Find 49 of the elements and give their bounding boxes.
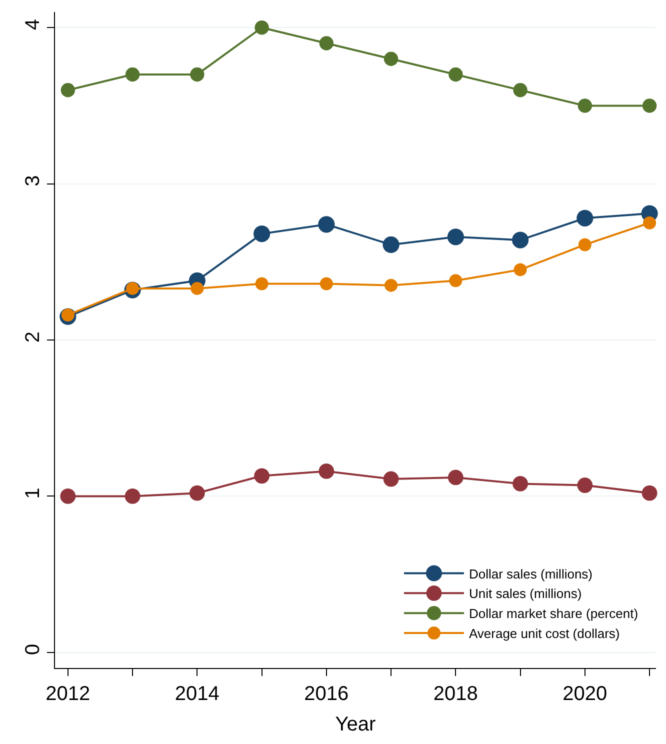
point [514, 263, 527, 276]
point [577, 478, 593, 493]
point [643, 216, 656, 230]
point [384, 278, 398, 292]
y-tick-label: 1 [22, 488, 44, 499]
point [448, 67, 463, 82]
legend-label: Dollar sales (millions) [468, 566, 593, 582]
point [448, 470, 464, 486]
point [642, 485, 658, 501]
point [190, 67, 204, 82]
x-tick-label: 2014 [174, 683, 220, 705]
point [318, 464, 334, 479]
point [513, 83, 528, 98]
point [190, 282, 204, 295]
point [384, 52, 398, 66]
point [383, 471, 399, 487]
x-tick-label: 2020 [562, 683, 608, 705]
point [512, 476, 528, 492]
point [382, 236, 400, 254]
y-tick-label: 2 [22, 331, 44, 343]
y-tick-label: 3 [22, 175, 44, 186]
y-tick-label: 0 [22, 644, 44, 655]
x-tick-label: 2012 [46, 683, 90, 705]
point [447, 228, 464, 246]
point [125, 67, 140, 82]
point [60, 83, 76, 98]
point [320, 277, 333, 290]
point [449, 274, 462, 288]
point [254, 20, 269, 35]
point [60, 488, 76, 504]
point [254, 225, 270, 242]
point [642, 98, 657, 113]
x-axis-title: Year [335, 714, 376, 736]
point [189, 485, 205, 501]
x-tick-label: 2016 [304, 683, 349, 705]
point [319, 36, 334, 50]
point [254, 468, 270, 484]
point [124, 488, 140, 504]
x-tick-label: 2018 [433, 683, 478, 705]
y-tick-label: 4 [22, 19, 44, 30]
point [512, 232, 529, 248]
point [318, 216, 335, 233]
legend-label: Average unit cost (dollars) [468, 626, 620, 642]
legend-label: Unit sales (millions) [468, 586, 582, 602]
point [578, 238, 592, 252]
point [576, 210, 594, 226]
legend-label: Dollar market share (percent) [468, 606, 638, 622]
point [255, 277, 268, 290]
point [578, 98, 592, 113]
